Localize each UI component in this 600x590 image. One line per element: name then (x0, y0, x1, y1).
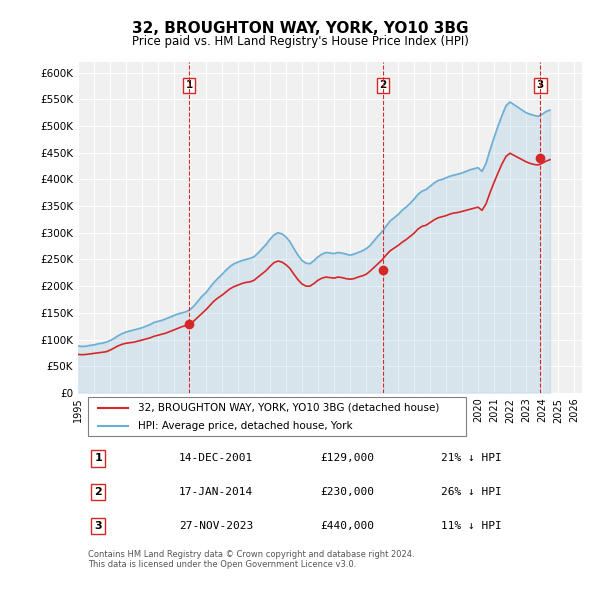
Text: 32, BROUGHTON WAY, YORK, YO10 3BG: 32, BROUGHTON WAY, YORK, YO10 3BG (132, 21, 468, 35)
Text: 1: 1 (94, 453, 102, 463)
Text: 32, BROUGHTON WAY, YORK, YO10 3BG (detached house): 32, BROUGHTON WAY, YORK, YO10 3BG (detac… (139, 403, 440, 413)
Text: Contains HM Land Registry data © Crown copyright and database right 2024.
This d: Contains HM Land Registry data © Crown c… (88, 550, 415, 569)
Text: £230,000: £230,000 (320, 487, 374, 497)
Text: 1: 1 (185, 80, 193, 90)
Text: 21% ↓ HPI: 21% ↓ HPI (441, 453, 502, 463)
FancyBboxPatch shape (88, 396, 466, 435)
Text: 3: 3 (537, 80, 544, 90)
Text: 3: 3 (94, 521, 102, 531)
Text: HPI: Average price, detached house, York: HPI: Average price, detached house, York (139, 421, 353, 431)
Text: 14-DEC-2001: 14-DEC-2001 (179, 453, 253, 463)
Text: 11% ↓ HPI: 11% ↓ HPI (441, 521, 502, 531)
Text: 27-NOV-2023: 27-NOV-2023 (179, 521, 253, 531)
Text: Price paid vs. HM Land Registry's House Price Index (HPI): Price paid vs. HM Land Registry's House … (131, 35, 469, 48)
Text: 17-JAN-2014: 17-JAN-2014 (179, 487, 253, 497)
Text: £129,000: £129,000 (320, 453, 374, 463)
Text: 2: 2 (379, 80, 386, 90)
Text: 2: 2 (94, 487, 102, 497)
Text: £440,000: £440,000 (320, 521, 374, 531)
Text: 26% ↓ HPI: 26% ↓ HPI (441, 487, 502, 497)
